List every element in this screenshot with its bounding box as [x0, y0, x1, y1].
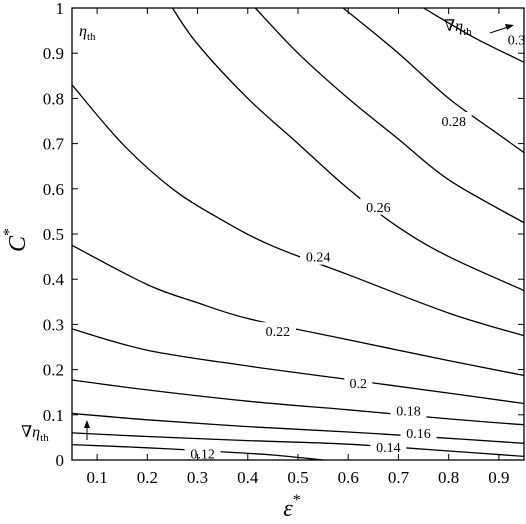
contour-label-background — [360, 197, 397, 215]
y-tick-label: 0.3 — [43, 315, 64, 334]
contour-label-0-22: 0.22 — [266, 325, 291, 340]
contour-label-0-26: 0.26 — [366, 201, 391, 216]
gradient-arrow-bottom-left — [84, 420, 90, 440]
contour-label-0-28: 0.28 — [441, 115, 466, 130]
y-axis-label: C* — [1, 228, 31, 252]
contour-label-background — [184, 444, 221, 462]
gradient-annotation-top-right: ∇ηth — [444, 18, 472, 38]
x-tick-label: 0.4 — [237, 468, 259, 487]
contour-label-background — [259, 322, 296, 340]
contour-label-background — [300, 247, 337, 265]
x-axis-label: ε* — [283, 492, 300, 522]
contour-label-background — [435, 112, 472, 129]
y-tick-label: 0.1 — [43, 406, 64, 425]
contour-label-0-24: 0.24 — [306, 251, 331, 266]
gradient-annotation-bottom-left: ∇ηth — [21, 424, 49, 444]
contour-line-0-2 — [71, 328, 525, 405]
contour-labels: 0.12 0.14 0.16 0.18 0.2 0.22 0.24 0.26 0.28 0.3 — [184, 30, 526, 463]
contour-line-0-16 — [71, 412, 525, 444]
y-tick-label: 0.4 — [43, 270, 65, 289]
contour-line-0-24 — [71, 84, 525, 337]
x-tick-label: 0.6 — [338, 468, 359, 487]
contour-label-background — [400, 423, 437, 441]
x-tick-label: 0.9 — [488, 468, 509, 487]
contour-label-background — [370, 437, 407, 455]
contour-label-background — [390, 401, 427, 419]
contour-label-0-2: 0.2 — [350, 377, 368, 392]
x-tick-label: 0.8 — [438, 468, 459, 487]
y-tick-label: 0.5 — [43, 225, 64, 244]
contour-line-unlabeled-10 — [423, 7, 525, 63]
x-tick-label: 0.1 — [86, 468, 107, 487]
y-tick-label: 0.9 — [43, 44, 64, 63]
contour-label-background — [502, 30, 526, 48]
contour-label-0-12: 0.12 — [190, 448, 215, 463]
y-tick-label: 0.6 — [43, 180, 64, 199]
field-label: ηth — [79, 23, 96, 43]
y-tick-label: 0.2 — [43, 361, 64, 380]
contour-line-0-14 — [71, 432, 525, 458]
contour-line-0-18 — [71, 379, 525, 426]
plot-frame — [71, 7, 525, 461]
contour-line-0-26 — [171, 7, 525, 292]
contour-label-0-14: 0.14 — [376, 441, 401, 456]
contour-line-0-12 — [71, 443, 324, 461]
y-tick-label: 0.8 — [43, 89, 64, 108]
contour-lines — [71, 7, 525, 461]
y-tick-label: 0 — [56, 451, 65, 470]
contour-label-0-3: 0.3 — [508, 34, 526, 49]
x-tick-label: 0.3 — [187, 468, 208, 487]
contour-label-0-18: 0.18 — [396, 404, 421, 419]
x-tick-label: 0.5 — [287, 468, 308, 487]
y-tick-label: 0.7 — [43, 135, 65, 154]
x-tick-label: 0.2 — [137, 468, 158, 487]
gradient-arrow-top-right — [489, 24, 514, 34]
tick-labels: 0.1 0.2 0.3 0.4 0.5 0.6 0.7 0.8 0.9 0 0.1 0.2 0.3 0.4… — [43, 0, 510, 487]
contour-line-0-3 — [342, 7, 525, 154]
contour-label-0-16: 0.16 — [406, 427, 431, 442]
contour-line-0-22 — [71, 244, 525, 377]
contour-label-background — [344, 374, 373, 392]
y-tick-label: 1 — [56, 0, 65, 18]
axis-ticks — [72, 7, 524, 461]
contour-line-0-28 — [254, 7, 525, 224]
x-tick-label: 0.7 — [388, 468, 410, 487]
